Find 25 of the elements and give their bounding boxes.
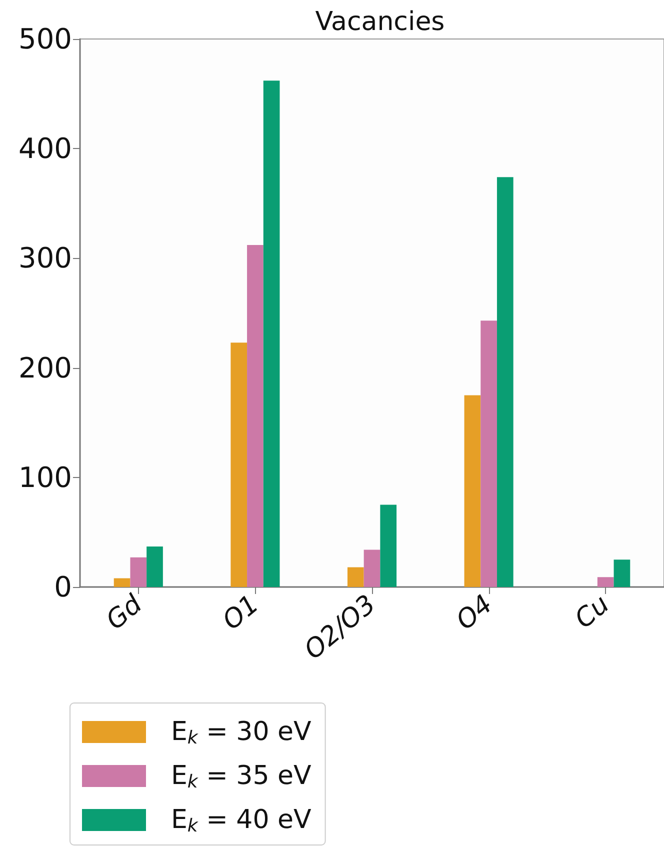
x-tick-label: Gd: [100, 589, 148, 636]
bar: [480, 320, 497, 587]
bar: [597, 577, 614, 587]
bar: [614, 560, 630, 587]
bar: [263, 80, 280, 587]
bar: [247, 245, 264, 587]
bar: [114, 578, 130, 587]
bar: [496, 177, 514, 587]
bar: [230, 342, 248, 587]
bar: [146, 546, 163, 587]
y-tick-label: 100: [18, 460, 72, 494]
x-tick-label: O4: [450, 590, 498, 636]
chart-title: Vacancies: [315, 7, 445, 37]
bar: [347, 567, 364, 587]
y-tick-label: 300: [18, 242, 72, 275]
bar: [130, 557, 147, 587]
bar: [380, 504, 397, 587]
bar: [464, 395, 481, 587]
y-tick-label: 200: [18, 351, 72, 384]
bar: [364, 550, 380, 587]
x-tick-label: Cu: [569, 590, 616, 635]
y-tick-label: 0: [54, 570, 72, 604]
y-tick-label: 500: [18, 22, 72, 56]
x-tick-label: O1: [217, 590, 265, 636]
y-tick-label: 400: [18, 132, 72, 166]
